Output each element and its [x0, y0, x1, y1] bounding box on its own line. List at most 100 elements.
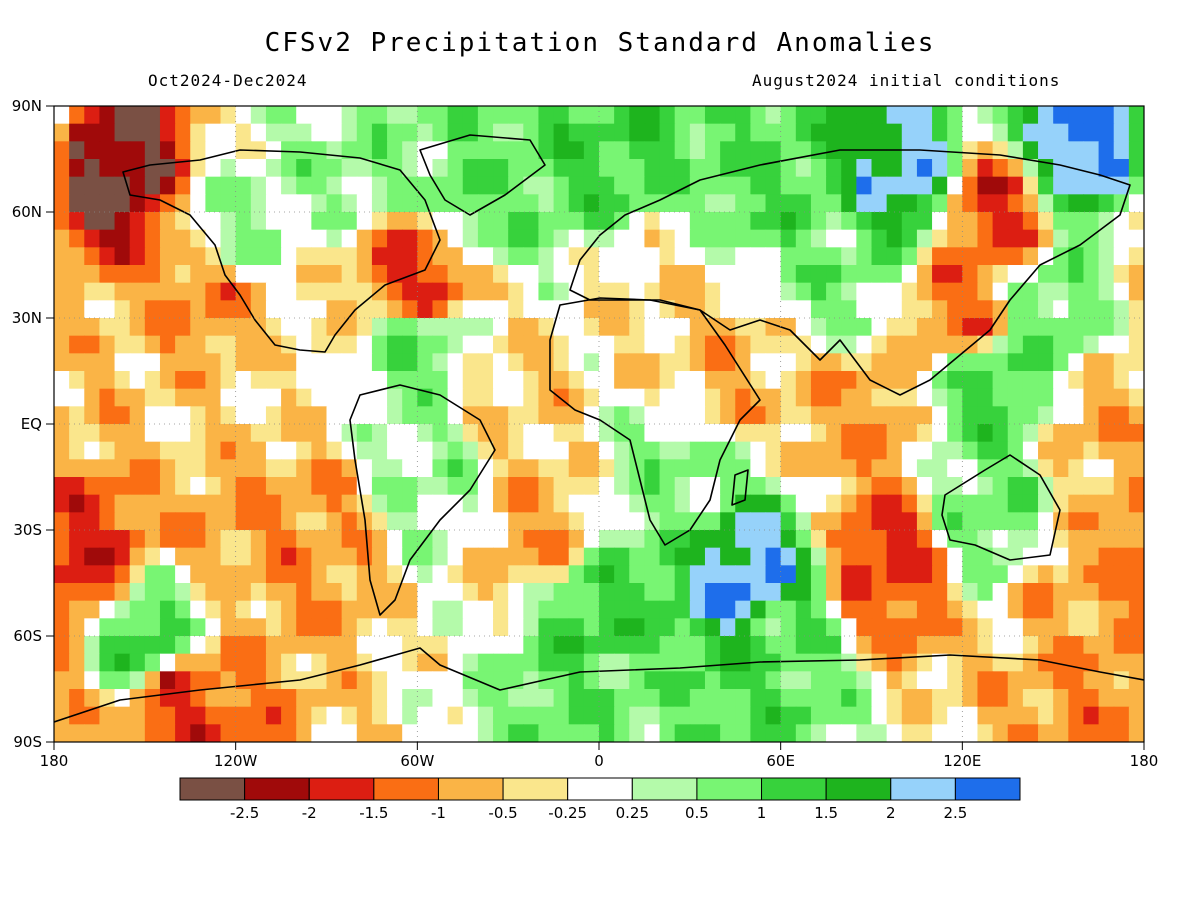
anomaly-cell: [159, 706, 176, 725]
anomaly-cell: [311, 123, 328, 142]
anomaly-cell: [235, 106, 252, 125]
anomaly-cell: [99, 388, 116, 407]
anomaly-cell: [311, 477, 328, 496]
anomaly-cell: [932, 159, 948, 178]
anomaly-cell: [735, 565, 751, 584]
anomaly-cell: [265, 247, 282, 266]
anomaly-cell: [371, 583, 388, 602]
anomaly-cell: [1053, 353, 1069, 372]
anomaly-cell: [205, 371, 222, 390]
anomaly-cell: [114, 477, 131, 496]
anomaly-cell: [477, 477, 494, 496]
anomaly-cell: [947, 512, 963, 531]
anomaly-cell: [689, 477, 706, 496]
anomaly-cell: [1007, 653, 1024, 672]
anomaly-cell: [1038, 106, 1054, 125]
anomaly-cell: [780, 282, 797, 301]
anomaly-cell: [54, 494, 70, 513]
anomaly-cell: [810, 300, 827, 319]
anomaly-cell: [614, 176, 630, 195]
anomaly-cell: [886, 724, 903, 742]
anomaly-cell: [992, 123, 1009, 142]
anomaly-cell: [795, 636, 812, 655]
anomaly-cell: [432, 318, 449, 337]
anomaly-cell: [235, 335, 252, 354]
anomaly-cell: [1098, 318, 1115, 337]
anomaly-cell: [356, 282, 373, 301]
anomaly-cell: [296, 477, 312, 496]
anomaly-cell: [265, 388, 282, 407]
anomaly-cell: [583, 600, 600, 619]
anomaly-cell: [841, 247, 857, 266]
anomaly-cell: [720, 671, 736, 690]
anomaly-cell: [538, 247, 555, 266]
anomaly-cell: [901, 494, 918, 513]
anomaly-cell: [735, 689, 751, 708]
anomaly-cell: [916, 159, 933, 178]
anomaly-cell: [205, 159, 222, 178]
anomaly-cell: [962, 583, 979, 602]
anomaly-cell: [568, 123, 585, 142]
anomaly-cell: [689, 565, 706, 584]
anomaly-cell: [810, 318, 827, 337]
anomaly-cell: [750, 477, 767, 496]
anomaly-cell: [720, 618, 736, 637]
anomaly-cell: [962, 636, 979, 655]
anomaly-cell: [432, 441, 449, 460]
anomaly-cell: [795, 406, 812, 425]
anomaly-cell: [190, 547, 206, 566]
anomaly-cell: [311, 530, 328, 549]
anomaly-cell: [674, 141, 691, 160]
anomaly-cell: [795, 176, 812, 195]
anomaly-cell: [1053, 724, 1069, 742]
anomaly-cell: [477, 706, 494, 725]
anomaly-cell: [1083, 123, 1100, 142]
anomaly-cell: [1053, 388, 1069, 407]
anomaly-cell: [159, 724, 176, 742]
anomaly-cell: [402, 212, 418, 231]
anomaly-cell: [810, 106, 827, 125]
anomaly-cell: [826, 459, 842, 478]
anomaly-cell: [508, 159, 524, 178]
anomaly-cell: [1098, 600, 1115, 619]
anomaly-cell: [568, 141, 585, 160]
anomaly-cell: [568, 335, 585, 354]
anomaly-cell: [159, 159, 176, 178]
anomaly-cell: [265, 512, 282, 531]
anomaly-cell: [780, 159, 797, 178]
anomaly-cell: [765, 424, 782, 443]
anomaly-cell: [568, 229, 585, 248]
anomaly-cell: [538, 494, 555, 513]
anomaly-cell: [932, 671, 948, 690]
anomaly-cell: [659, 547, 676, 566]
anomaly-cell: [417, 371, 434, 390]
anomaly-cell: [144, 229, 161, 248]
anomaly-cell: [1128, 441, 1144, 460]
anomaly-cell: [1098, 406, 1115, 425]
anomaly-cell: [810, 229, 827, 248]
anomaly-cell: [175, 424, 191, 443]
anomaly-cell: [190, 318, 206, 337]
anomaly-cell: [977, 706, 994, 725]
anomaly-cell: [341, 636, 358, 655]
anomaly-cell: [947, 282, 963, 301]
anomaly-cell: [1128, 141, 1144, 160]
anomaly-cell: [84, 512, 101, 531]
anomaly-cell: [159, 141, 176, 160]
anomaly-cell: [296, 229, 312, 248]
anomaly-cell: [508, 636, 524, 655]
anomaly-cell: [326, 106, 343, 125]
anomaly-cell: [371, 318, 388, 337]
anomaly-cell: [114, 689, 131, 708]
anomaly-cell: [962, 547, 979, 566]
anomaly-cell: [387, 141, 403, 160]
anomaly-cell: [689, 547, 706, 566]
anomaly-cell: [387, 671, 403, 690]
anomaly-cell: [296, 159, 312, 178]
anomaly-cell: [568, 565, 585, 584]
anomaly-cell: [841, 388, 857, 407]
anomaly-cell: [1007, 530, 1024, 549]
anomaly-cell: [69, 388, 85, 407]
anomaly-cell: [387, 335, 403, 354]
anomaly-cell: [296, 194, 312, 213]
